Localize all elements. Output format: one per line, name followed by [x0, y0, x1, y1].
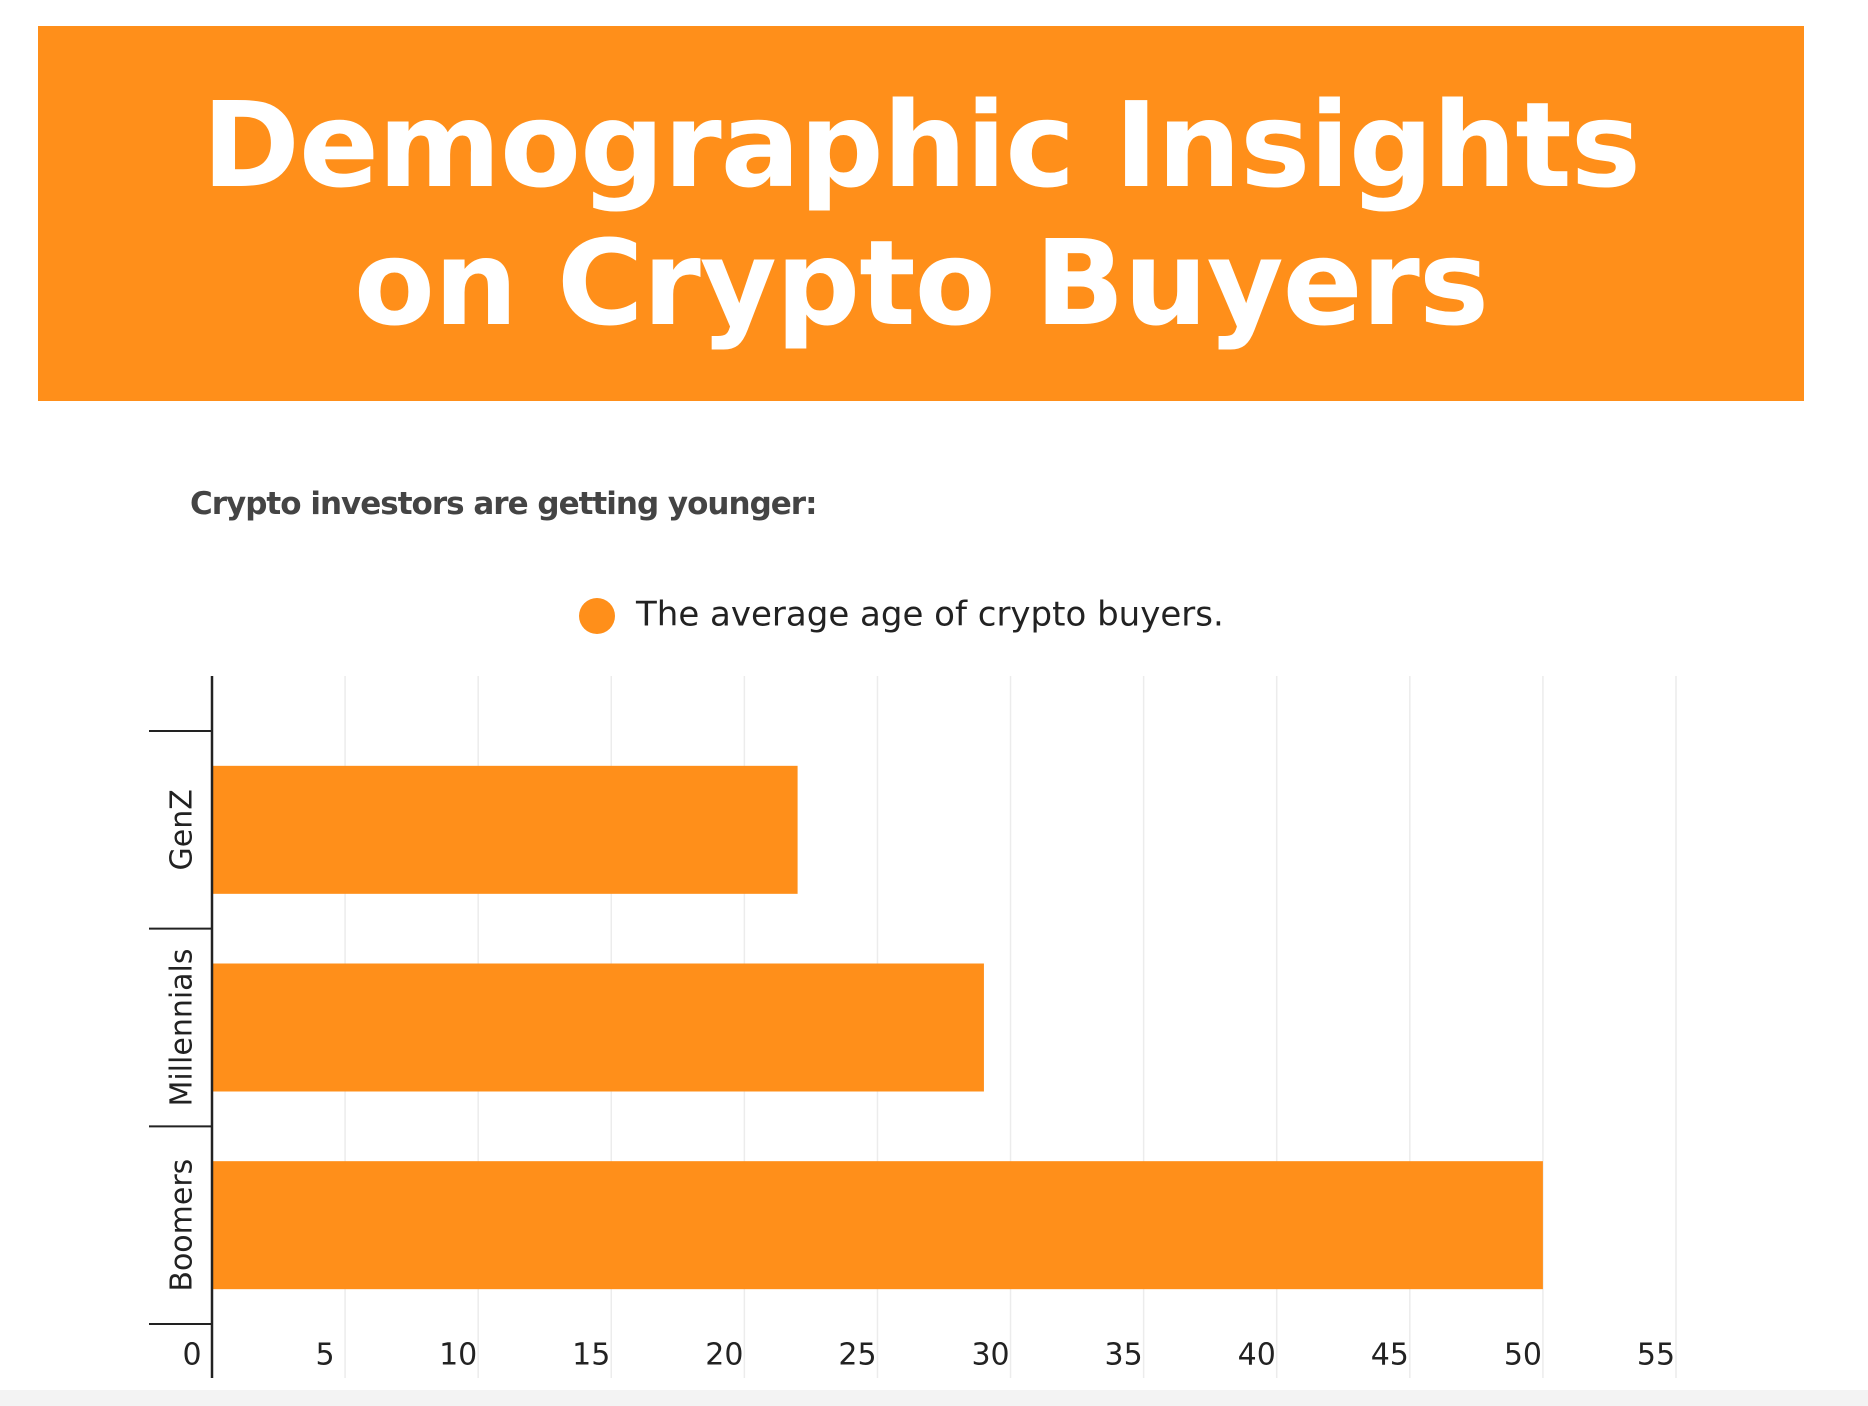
legend-label: The average age of crypto buyers.	[635, 595, 1224, 635]
subtitle: Crypto investors are getting younger:	[190, 486, 817, 522]
bar	[212, 765, 798, 894]
y-tick-label: Boomers	[165, 1159, 200, 1292]
y-tick-label: GenZ	[165, 789, 200, 870]
x-tick-label: 5	[316, 1338, 335, 1373]
x-tick-label: 50	[1504, 1338, 1542, 1373]
x-tick-label: 55	[1637, 1338, 1675, 1373]
banner: Demographic Insights on Crypto Buyers	[38, 26, 1804, 401]
bar	[212, 1161, 1543, 1290]
x-tick-label: 25	[838, 1338, 876, 1373]
bar	[212, 963, 984, 1092]
x-tick-label: 10	[439, 1338, 477, 1373]
footer-strip	[0, 1390, 1868, 1406]
x-tick-label: 20	[705, 1338, 743, 1373]
x-tick-label: 30	[971, 1338, 1009, 1373]
x-tick-label: 15	[572, 1338, 610, 1373]
page-title: Demographic Insights on Crypto Buyers	[202, 75, 1641, 352]
x-tick-label: 45	[1371, 1338, 1409, 1373]
x-tick-label: 0	[182, 1338, 201, 1373]
y-tick-label: Millennials	[165, 948, 200, 1106]
x-tick-label: 35	[1105, 1338, 1143, 1373]
legend-marker	[579, 598, 615, 634]
x-tick-label: 40	[1238, 1338, 1276, 1373]
